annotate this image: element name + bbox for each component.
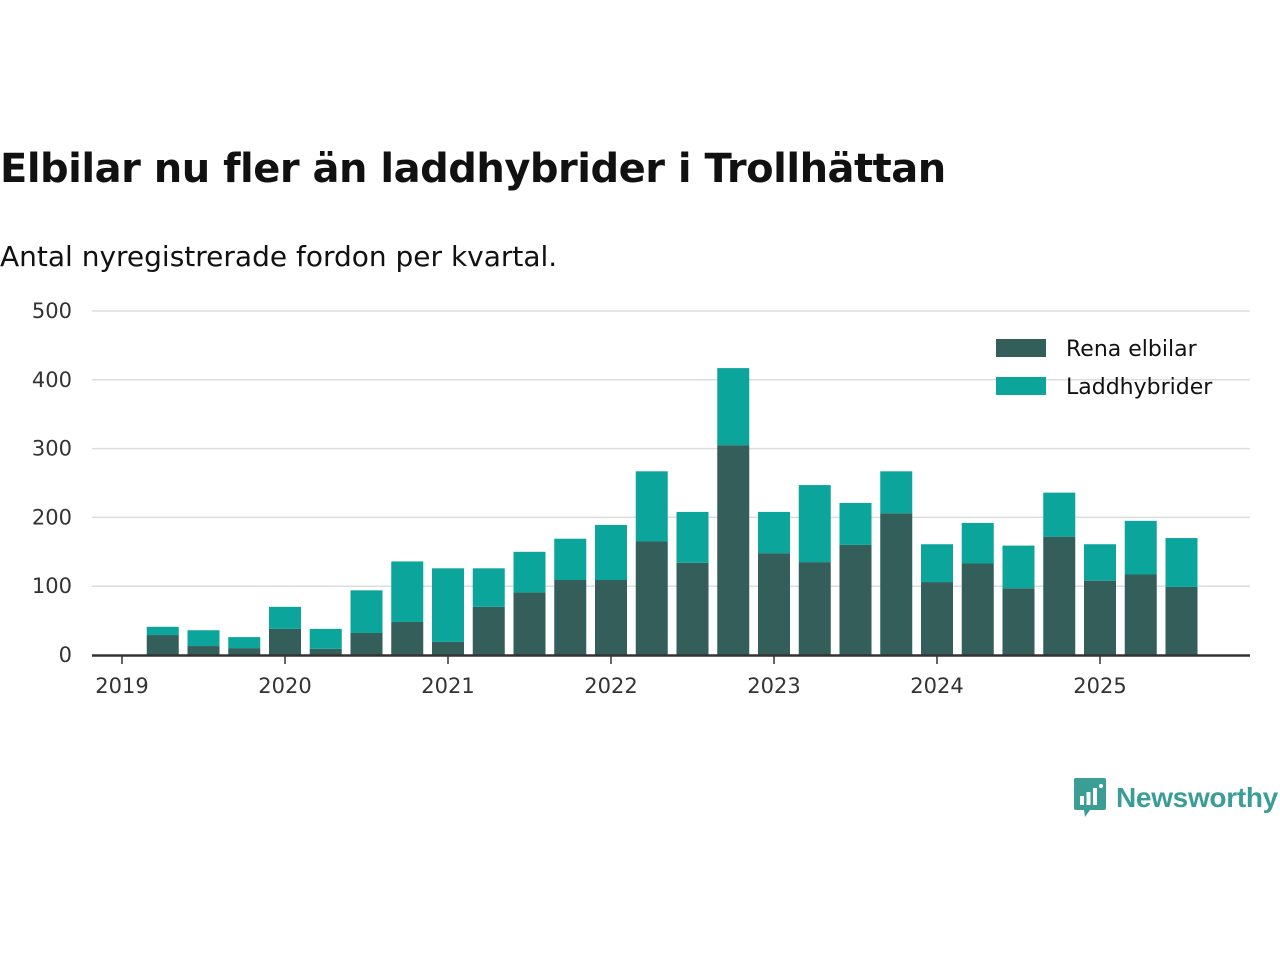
bar-laddhybrider [717, 368, 750, 446]
bar-laddhybrider [1084, 544, 1116, 581]
x-tick-label: 2023 [747, 674, 800, 698]
bar-laddhybrider [187, 630, 220, 647]
bar-rena-elbilar [1043, 536, 1076, 655]
bar-laddhybrider [595, 524, 627, 581]
y-tick-label: 100 [32, 574, 72, 598]
bar-laddhybrider [1124, 520, 1157, 575]
legend-swatch [996, 339, 1046, 357]
legend: Rena elbilar Laddhybrider [996, 337, 1213, 400]
bar-laddhybrider [961, 522, 994, 564]
bar-rena-elbilar [228, 648, 261, 655]
bar-rena-elbilar [676, 562, 709, 655]
bar-rena-elbilar [758, 553, 790, 655]
brand-name: Newsworthy [1116, 782, 1278, 813]
x-tick-label: 2019 [95, 674, 148, 698]
bar-laddhybrider [391, 561, 424, 622]
bar-laddhybrider [269, 606, 301, 629]
x-tick-label: 2022 [584, 674, 637, 698]
y-tick-label: 400 [32, 368, 72, 392]
x-tick-label: 2020 [258, 674, 311, 698]
bar-rena-elbilar [839, 544, 872, 655]
bar-laddhybrider [1002, 545, 1035, 589]
y-axis-ticks: 0 100 200 300 400 500 [32, 299, 72, 667]
x-tick-label: 2025 [1073, 674, 1126, 698]
bar-rena-elbilar [146, 635, 179, 655]
bar-laddhybrider [432, 568, 464, 642]
bar-rena-elbilar [1165, 586, 1198, 655]
y-tick-label: 500 [32, 299, 72, 323]
bar-laddhybrider [921, 544, 953, 583]
chart-subtitle: Antal nyregistrerade fordon per kvartal. [0, 240, 558, 273]
x-tick-label: 2021 [421, 674, 474, 698]
bar-rena-elbilar [921, 582, 953, 655]
bar-laddhybrider [309, 628, 342, 649]
bar-laddhybrider [758, 511, 790, 554]
bar-laddhybrider [513, 551, 546, 593]
bar-laddhybrider [228, 637, 261, 649]
newsworthy-brand: Newsworthy [1072, 776, 1278, 820]
bar-rena-elbilar [1124, 574, 1157, 655]
chart-title: Elbilar nu fler än laddhybrider i Trollh… [0, 146, 946, 192]
bar-laddhybrider [839, 502, 872, 545]
bar-laddhybrider [676, 511, 709, 563]
y-tick-label: 0 [59, 643, 72, 667]
bar-laddhybrider [798, 485, 831, 563]
bar-rena-elbilar [635, 541, 668, 655]
bar-rena-elbilar [1084, 580, 1116, 655]
bar-rena-elbilar [554, 580, 587, 655]
bar-rena-elbilar [432, 641, 464, 655]
bar-laddhybrider [635, 471, 668, 542]
bar-rena-elbilar [595, 580, 627, 655]
bar-laddhybrider [350, 590, 383, 633]
bar-rena-elbilar [350, 632, 383, 655]
bar-rena-elbilar [880, 513, 913, 655]
bar-laddhybrider [472, 568, 505, 607]
bar-laddhybrider [1043, 492, 1076, 537]
legend-label: Rena elbilar [1066, 337, 1198, 362]
bar-rena-elbilar [187, 646, 220, 655]
y-tick-label: 300 [32, 437, 72, 461]
bar-laddhybrider [146, 626, 179, 636]
stacked-bar-chart: 0 100 200 300 400 500 2019 2020 2021 2022 2023 202… [32, 299, 1250, 698]
y-tick-label: 200 [32, 505, 72, 529]
bars [146, 368, 1198, 655]
bar-rena-elbilar [513, 592, 546, 655]
legend-label: Laddhybrider [1066, 375, 1213, 400]
bar-laddhybrider [554, 538, 587, 581]
bar-rena-elbilar [472, 606, 505, 655]
bar-laddhybrider [880, 471, 913, 514]
x-axis-ticks: 2019 2020 2021 2022 2023 2024 2025 [95, 655, 1127, 698]
bar-rena-elbilar [961, 563, 994, 655]
bar-laddhybrider [1165, 538, 1198, 587]
x-tick-label: 2024 [910, 674, 963, 698]
bar-rena-elbilar [391, 621, 424, 655]
legend-swatch [996, 377, 1046, 395]
bar-rena-elbilar [309, 648, 342, 655]
bar-rena-elbilar [1002, 588, 1035, 655]
bar-rena-elbilar [798, 562, 831, 655]
newsworthy-logo-icon [1074, 778, 1106, 817]
bar-rena-elbilar [269, 628, 301, 655]
bar-rena-elbilar [717, 445, 750, 655]
